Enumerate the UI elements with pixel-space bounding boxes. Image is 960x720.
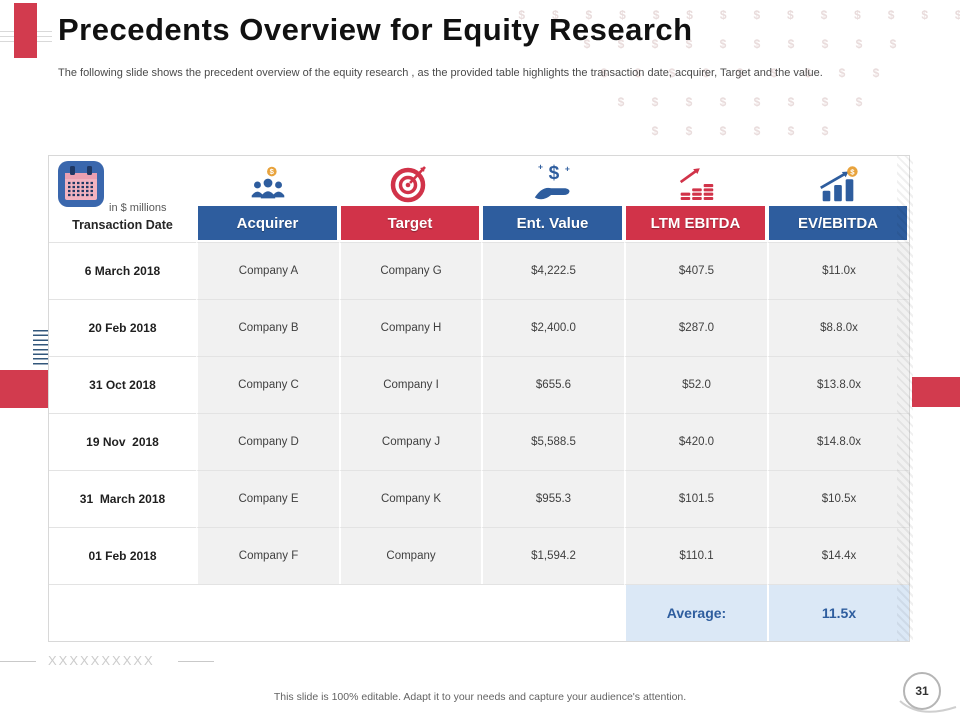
cell-acquirer: Company F: [196, 527, 339, 584]
cell-target: Company: [339, 527, 481, 584]
cell-ent-value: $655.6: [481, 356, 624, 413]
chart-dollar-icon: $: [767, 156, 909, 206]
page-subtitle: The following slide shows the precedent …: [58, 67, 823, 79]
cell-ev-ebitda: $10.5x: [767, 470, 909, 527]
cell-target: Company H: [339, 299, 481, 356]
calendar-icon: [57, 160, 105, 213]
cell-ltm-ebitda: $101.5: [624, 470, 767, 527]
cell-date: 31 Oct 2018: [49, 356, 196, 413]
cell-ltm-ebitda: $420.0: [624, 413, 767, 470]
cell-ent-value: $5,588.5: [481, 413, 624, 470]
acquirer-group-icon: $: [196, 156, 339, 206]
cell-date: 01 Feb 2018: [49, 527, 196, 584]
right-red-bar: [912, 377, 960, 407]
average-row-spacer: [196, 584, 339, 641]
table-corner-cell: in $ millions Transaction Date: [49, 156, 196, 240]
watermark-line: [0, 661, 36, 662]
column-header-ent-value: Ent. Value: [481, 206, 624, 242]
footer-note: This slide is 100% editable. Adapt it to…: [273, 691, 687, 703]
cell-acquirer: Company C: [196, 356, 339, 413]
column-header-ev-ebitda: EV/EBITDA: [767, 206, 909, 242]
dollar-pattern-row: $ $ $ $ $ $ $ $: [617, 94, 863, 109]
svg-text:+: +: [564, 163, 569, 173]
page-title: Precedents Overview for Equity Research: [58, 12, 693, 47]
page-number-badge: 31: [903, 672, 941, 710]
average-row-spacer: [49, 584, 196, 641]
precedents-table: in $ millions Transaction Date $ $ + +: [48, 155, 913, 642]
bar-growth-icon: [624, 156, 767, 206]
unit-note: in $ millions: [109, 202, 167, 214]
svg-text:$: $: [548, 163, 559, 184]
cell-date: 19 Nov 2018: [49, 413, 196, 470]
column-header-acquirer: Acquirer: [196, 206, 339, 242]
hand-dollar-icon: $ + +: [481, 156, 624, 206]
cell-ev-ebitda: $14.4x: [767, 527, 909, 584]
cell-acquirer: Company E: [196, 470, 339, 527]
svg-text:+: +: [538, 162, 543, 172]
cell-ent-value: $1,594.2: [481, 527, 624, 584]
cell-ltm-ebitda: $287.0: [624, 299, 767, 356]
average-row-spacer: [339, 584, 481, 641]
page-badge-swoosh: [899, 700, 957, 713]
cell-ev-ebitda: $11.0x: [767, 242, 909, 299]
target-icon: [339, 156, 481, 206]
cell-ent-value: $2,400.0: [481, 299, 624, 356]
hamburger-lines-decor: [33, 330, 51, 367]
svg-text:$: $: [269, 167, 274, 176]
cell-ev-ebitda: $13.8.0x: [767, 356, 909, 413]
cell-target: Company K: [339, 470, 481, 527]
cell-target: Company I: [339, 356, 481, 413]
column-header-ltm-ebitda: LTM EBITDA: [624, 206, 767, 242]
watermark-line: [178, 661, 214, 662]
accent-bar: [14, 3, 37, 58]
cell-ev-ebitda: $8.8.0x: [767, 299, 909, 356]
watermark-row: XXXXXXXXXX: [0, 653, 300, 669]
average-label: Average:: [624, 584, 767, 641]
cell-target: Company G: [339, 242, 481, 299]
cell-date: 6 March 2018: [49, 242, 196, 299]
cell-acquirer: Company A: [196, 242, 339, 299]
average-row-spacer: [481, 584, 624, 641]
cell-target: Company J: [339, 413, 481, 470]
cell-ent-value: $4,222.5: [481, 242, 624, 299]
column-header-target: Target: [339, 206, 481, 242]
cell-acquirer: Company B: [196, 299, 339, 356]
cell-ltm-ebitda: $407.5: [624, 242, 767, 299]
cell-ent-value: $955.3: [481, 470, 624, 527]
cell-date: 31 March 2018: [49, 470, 196, 527]
svg-text:$: $: [850, 167, 855, 176]
cell-ltm-ebitda: $52.0: [624, 356, 767, 413]
cell-ltm-ebitda: $110.1: [624, 527, 767, 584]
dollar-pattern-row: $ $ $ $ $ $: [651, 123, 829, 138]
cell-date: 20 Feb 2018: [49, 299, 196, 356]
transaction-date-label: Transaction Date: [72, 218, 173, 232]
average-value: 11.5x: [767, 584, 909, 641]
cell-acquirer: Company D: [196, 413, 339, 470]
cell-ev-ebitda: $14.8.0x: [767, 413, 909, 470]
watermark-text: XXXXXXXXXX: [48, 653, 155, 668]
